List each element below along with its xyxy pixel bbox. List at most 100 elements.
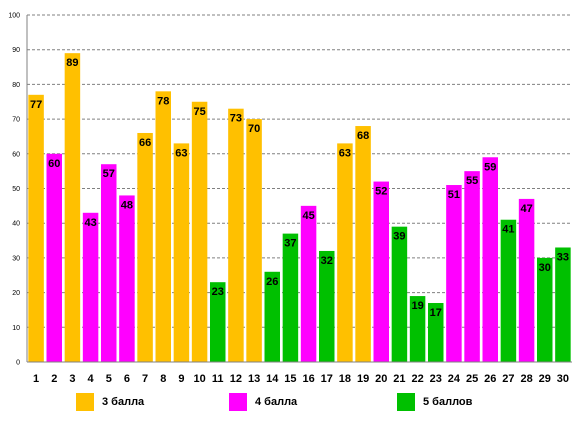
bar-18 [337, 143, 353, 362]
bar-13 [246, 119, 262, 362]
x-tick-label-28: 28 [520, 373, 532, 385]
y-tick-label: 30 [12, 255, 20, 262]
x-tick-label-17: 17 [321, 373, 333, 385]
data-label-17: 32 [321, 255, 333, 267]
x-tick-label-19: 19 [357, 373, 369, 385]
bar-21 [392, 227, 408, 362]
data-label-11: 23 [212, 286, 224, 298]
y-tick-label: 80 [12, 82, 20, 89]
x-tick-label-14: 14 [266, 373, 279, 385]
legend-label-5: 5 баллов [423, 396, 472, 408]
x-tick-label-2: 2 [51, 373, 57, 385]
data-label-15: 37 [284, 238, 296, 250]
data-label-10: 75 [193, 106, 205, 118]
bars [28, 53, 570, 362]
legend-item-5: 5 баллов [397, 393, 472, 411]
x-tick-label-21: 21 [393, 373, 405, 385]
y-tick-label: 0 [16, 360, 20, 367]
legend-item-4: 4 балла [229, 393, 297, 411]
y-tick-label: 70 [12, 117, 20, 124]
x-tick-label-29: 29 [539, 373, 551, 385]
x-tick-label-20: 20 [375, 373, 387, 385]
y-tick-label: 90 [12, 47, 20, 54]
bar-27 [501, 220, 517, 362]
bar-28 [519, 199, 535, 362]
x-tick-label-7: 7 [142, 373, 148, 385]
data-label-12: 73 [230, 113, 242, 125]
legend-label-3: 3 балла [102, 396, 144, 408]
bar-7 [137, 133, 153, 362]
data-label-29: 30 [539, 262, 551, 274]
data-label-1: 77 [30, 99, 42, 111]
legend-label-4: 4 балла [255, 396, 297, 408]
x-tick-label-23: 23 [430, 373, 442, 385]
bar-20 [374, 182, 390, 362]
data-label-21: 39 [393, 231, 405, 243]
data-label-27: 41 [502, 224, 514, 236]
data-label-3: 89 [66, 57, 78, 69]
x-tick-label-16: 16 [302, 373, 314, 385]
data-label-23: 17 [430, 307, 442, 319]
data-label-24: 51 [448, 189, 460, 201]
bar-16 [301, 206, 317, 362]
data-label-2: 60 [48, 158, 60, 170]
x-tick-label-30: 30 [557, 373, 569, 385]
bar-25 [464, 171, 480, 362]
y-tick-label: 20 [12, 290, 20, 297]
bar-9 [174, 143, 190, 362]
y-tick-label: 50 [12, 186, 20, 193]
bar-3 [65, 53, 81, 362]
data-label-9: 63 [175, 147, 187, 159]
data-label-14: 26 [266, 276, 278, 288]
x-tick-label-5: 5 [106, 373, 112, 385]
bar-4 [83, 213, 99, 362]
data-label-28: 47 [520, 203, 532, 215]
bar-19 [355, 126, 371, 362]
y-axis: 0 10 20 30 40 50 60 70 80 90 100 [8, 13, 27, 367]
bar-10 [192, 102, 208, 362]
bar-1 [28, 95, 44, 362]
bar-5 [101, 164, 117, 362]
bar-6 [119, 195, 135, 362]
x-tick-label-15: 15 [284, 373, 296, 385]
bar-17 [319, 251, 335, 362]
legend-item-3: 3 балла [76, 393, 144, 411]
bar-12 [228, 109, 244, 362]
x-tick-label-12: 12 [230, 373, 242, 385]
data-label-26: 59 [484, 161, 496, 173]
data-label-22: 19 [411, 300, 423, 312]
legend-swatch-5 [397, 393, 415, 411]
data-label-30: 33 [557, 251, 569, 263]
x-tick-label-4: 4 [88, 373, 95, 385]
bar-30 [555, 247, 571, 362]
bar-24 [446, 185, 462, 362]
x-tick-label-24: 24 [448, 373, 461, 385]
x-tick-label-9: 9 [178, 373, 184, 385]
x-tick-label-25: 25 [466, 373, 478, 385]
bar-2 [47, 154, 63, 362]
x-tick-label-26: 26 [484, 373, 496, 385]
legend-swatch-3 [76, 393, 94, 411]
data-label-16: 45 [302, 210, 314, 222]
data-label-4: 43 [84, 217, 96, 229]
data-label-19: 68 [357, 130, 369, 142]
x-axis: 1 2 3 4 5 6 7 8 9 10 11 12 13 14 15 16 17 18 19 20 21 22 23 24 2… [27, 362, 572, 385]
x-tick-label-8: 8 [160, 373, 166, 385]
x-tick-label-27: 27 [502, 373, 514, 385]
y-tick-label: 60 [12, 151, 20, 158]
data-label-20: 52 [375, 186, 387, 198]
bar-15 [283, 234, 299, 362]
data-label-25: 55 [466, 175, 478, 187]
x-tick-label-22: 22 [411, 373, 423, 385]
legend-swatch-4 [229, 393, 247, 411]
data-label-6: 48 [121, 199, 133, 211]
bar-8 [156, 91, 172, 362]
y-tick-label: 40 [12, 221, 20, 228]
data-label-7: 66 [139, 137, 151, 149]
x-tick-label-1: 1 [33, 373, 39, 385]
bar-26 [483, 157, 499, 362]
x-tick-label-10: 10 [193, 373, 205, 385]
y-tick-label: 10 [12, 325, 20, 332]
data-label-18: 63 [339, 147, 351, 159]
